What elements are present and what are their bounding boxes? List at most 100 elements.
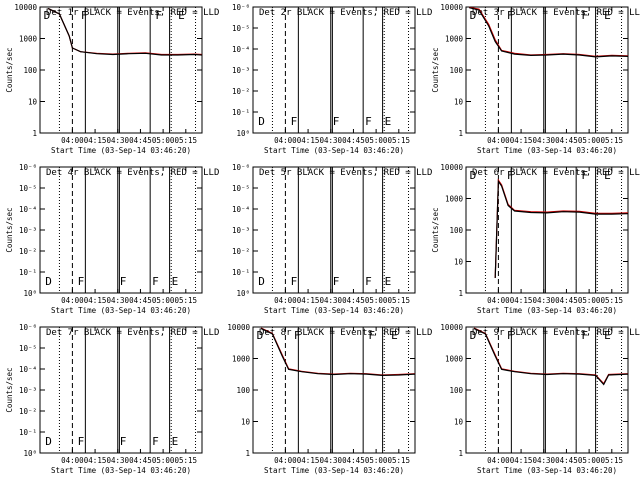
x-tick-label: 05:00 [152,136,175,145]
y-tick-label: 10 [454,258,464,267]
panel-det-6: Det 6r BLACK = Events, RED = LLD Counts/s… [431,163,640,315]
y-tick-label: 10⁻⁴ [19,365,37,374]
y-tick-label: 10⁰ [23,449,37,458]
segment-label: F [152,435,159,448]
y-tick-label: 10⁰ [23,289,37,298]
x-tick-label: 04:00 [274,456,297,465]
segment-label: F [365,275,372,288]
x-tick-label: 04:45 [129,296,152,305]
y-tick-label: 10⁻⁴ [19,205,37,214]
y-tick-label: 1 [458,449,463,458]
segment-label: F [581,9,588,22]
x-axis-label: Start Time (03-Sep-14 03:46:20) [477,466,617,475]
y-tick-label: 10⁻¹ [19,268,37,277]
segment-label: D [257,329,264,342]
panel-det-4: Det 4r BLACK = Events, RED = LLD Counts/s… [5,163,219,315]
x-tick-label: 04:15 [297,296,320,305]
segment-label: F [291,275,298,288]
panel-det-7: Det 7r BLACK = Events, RED = LLD Counts/s… [5,323,219,475]
plot-frame [465,6,629,134]
panel-title: Det 1r BLACK = Events, RED = LLD [46,8,219,18]
x-axis-label: Start Time (03-Sep-14 03:46:20) [51,466,191,475]
segment-label: F [333,275,340,288]
events-series-line [260,327,416,377]
y-tick-label: 100 [236,386,250,395]
y-tick-label: 10⁻² [19,407,37,416]
x-tick-label: 05:00 [578,136,601,145]
segment-label: F [333,115,340,128]
y-tick-label: 10⁻³ [19,386,37,395]
segment-label: D [470,169,477,182]
segment-label: E [604,329,611,342]
segment-label: D [258,115,265,128]
x-tick-label: 04:30 [532,296,555,305]
segment-label: D [45,435,52,448]
y-tick-label: 10⁻³ [19,226,37,235]
x-tick-label: 04:15 [297,456,320,465]
x-tick-label: 04:30 [106,136,129,145]
segment-label: F [155,9,162,22]
segment-label: F [368,329,375,342]
x-tick-label: 04:30 [319,296,342,305]
panel-title: Det 2r BLACK = Events, RED = LLD [259,8,432,18]
y-tick-label: 1 [458,289,463,298]
segment-label: F [507,169,514,182]
x-tick-label: 05:15 [175,136,198,145]
y-tick-label: 10⁻¹ [19,428,37,437]
segment-label: F [365,115,372,128]
events-series-line [47,7,203,56]
y-tick-label: 1000 [445,35,464,44]
panel-title: Det 4r BLACK = Events, RED = LLD [46,168,219,178]
segment-label: D [470,329,477,342]
y-axis-label: Counts/sec [5,207,14,252]
x-tick-label: 05:00 [578,456,601,465]
y-tick-label: 10⁻⁵ [232,24,250,33]
panel-title: Det 5r BLACK = Events, RED = LLD [259,168,432,178]
segment-label: D [44,9,51,22]
panel-title: Det 3r BLACK = Events, RED = LLD [472,8,640,18]
segment-label: F [294,329,301,342]
y-tick-label: 10 [454,418,464,427]
segment-label: F [507,329,514,342]
x-tick-label: 05:15 [388,136,411,145]
y-tick-label: 10⁻⁶ [19,163,37,172]
segment-label: D [470,9,477,22]
y-tick-label: 10⁻³ [232,66,250,75]
y-axis-label: Counts/sec [5,47,14,92]
y-tick-label: 10⁻⁴ [232,205,250,214]
segment-label: E [604,9,611,22]
x-tick-label: 05:00 [152,296,175,305]
y-tick-label: 10000 [440,163,463,172]
y-tick-label: 10⁻¹ [232,108,250,117]
x-tick-label: 04:30 [106,296,129,305]
segment-label: F [152,275,159,288]
y-tick-label: 1000 [445,355,464,364]
x-tick-label: 05:15 [601,456,624,465]
x-tick-label: 05:15 [175,296,198,305]
x-tick-label: 05:00 [152,456,175,465]
panel-det-1: Det 1r BLACK = Events, RED = LLD Counts/s… [5,3,219,155]
plot-frame [465,166,629,294]
segment-label: F [120,435,127,448]
y-tick-label: 10000 [14,3,37,12]
segment-label: E [391,329,398,342]
y-tick-label: 10 [241,418,251,427]
x-axis-label: Start Time (03-Sep-14 03:46:20) [51,306,191,315]
segment-label: F [581,169,588,182]
x-tick-label: 04:00 [487,456,510,465]
x-tick-label: 05:00 [365,136,388,145]
segment-label: F [120,275,127,288]
y-tick-label: 10⁻⁴ [232,45,250,54]
y-tick-label: 10⁻² [232,87,250,96]
segment-label: D [258,275,265,288]
x-tick-label: 05:15 [388,456,411,465]
y-tick-label: 1 [245,449,250,458]
x-tick-label: 04:45 [555,136,578,145]
panel-det-9: Det 9r BLACK = Events, RED = LLD 1 10 100 10… [440,323,640,475]
x-tick-label: 04:00 [61,456,84,465]
x-tick-label: 04:15 [510,456,533,465]
y-tick-label: 10000 [440,323,463,332]
x-tick-label: 04:15 [84,296,107,305]
segment-label: F [81,9,88,22]
x-tick-label: 05:00 [365,456,388,465]
